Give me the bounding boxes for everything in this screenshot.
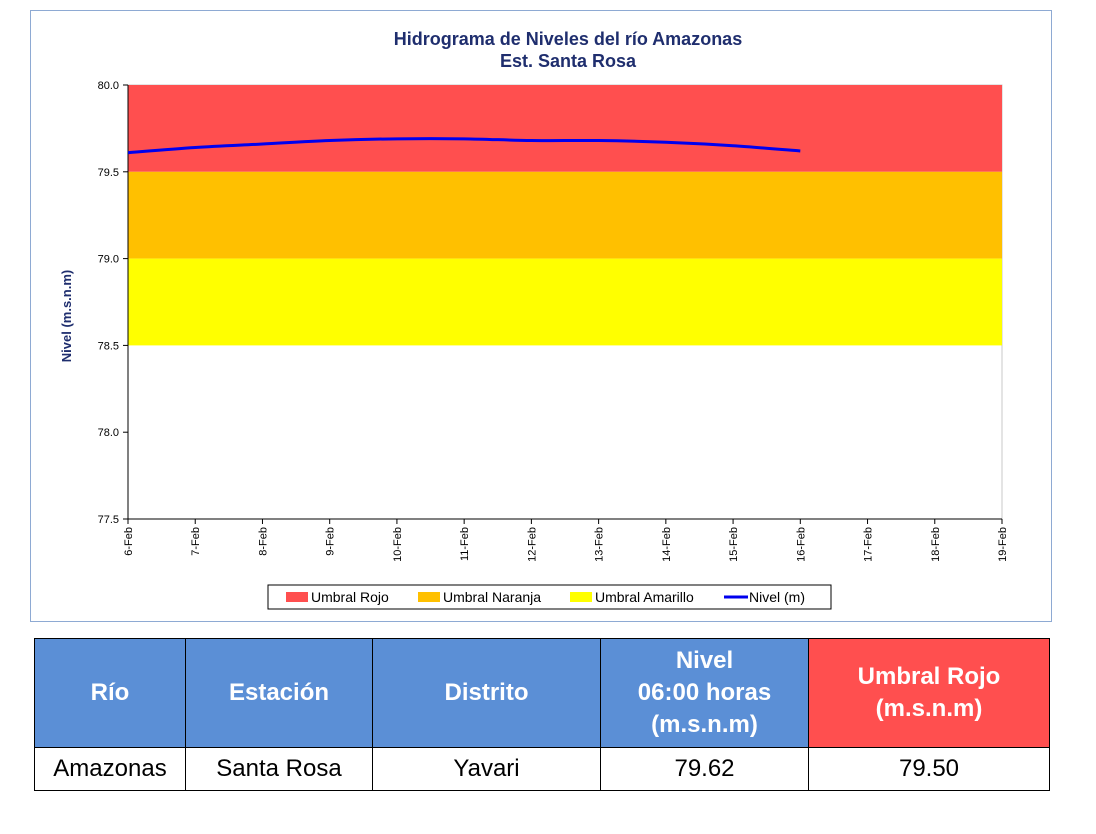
legend-label: Nivel (m) [749,589,805,605]
hydrograph-chart: Hidrograma de Niveles del río Amazonas E… [59,29,1009,610]
header-umbral-rojo: Umbral Rojo (m.s.n.m) [808,638,1050,748]
y-tick-label: 79.0 [98,254,119,266]
cell-umbral-rojo: 79.50 [808,747,1050,791]
x-tick-label: 7-Feb [190,527,202,556]
y-tick-label: 79.5 [98,167,119,179]
header-rio: Río [34,638,186,748]
x-tick-label: 15-Feb [728,527,740,562]
cell-distrito: Yavari [372,747,601,791]
chart-subtitle: Est. Santa Rosa [500,51,637,71]
series-line-nivel [127,137,801,155]
band-umbral-amarillo [128,258,1002,346]
header-nivel: Nivel 06:00 horas (m.s.n.m) [600,638,809,748]
legend-swatch [418,592,440,602]
band-umbral-naranja [128,171,1002,259]
cell-nivel: 79.62 [600,747,809,791]
legend-label: Umbral Naranja [443,589,541,605]
table-row: Amazonas Santa Rosa Yavari 79.62 79.50 [34,747,1050,791]
x-tick-label: 16-Feb [795,527,807,562]
x-tick-label: 10-Feb [392,527,404,562]
table-header-row: Río Estación Distrito Nivel 06:00 horas … [34,638,1050,748]
legend-swatch [286,592,308,602]
y-tick-label: 80.0 [98,80,119,92]
header-estacion: Estación [185,638,373,748]
cell-estacion: Santa Rosa [185,747,373,791]
y-tick-label: 78.0 [98,427,119,439]
y-tick-label: 78.5 [98,340,119,352]
x-tick-label: 6-Feb [123,527,135,556]
x-tick-label: 11-Feb [459,527,471,561]
x-tick-label: 8-Feb [257,527,269,556]
legend-swatch [570,592,592,602]
header-distrito: Distrito [372,638,601,748]
x-tick-label: 19-Feb [997,527,1009,562]
band-umbral-rojo [128,85,1002,172]
series-layer [127,137,801,155]
legend-label: Umbral Amarillo [595,589,694,605]
axes: 77.5 78.0 78.5 79.0 79.5 80.0 6-Feb 7-Feb 8-Feb 9… [98,80,1009,562]
chart-frame: Hidrograma de Niveles del río Amazonas E… [30,10,1052,622]
x-tick-label: 18-Feb [930,527,942,562]
cell-rio: Amazonas [34,747,186,791]
legend-label: Umbral Rojo [311,589,389,605]
y-axis-label: Nivel (m.s.n.m) [59,270,74,362]
x-tick-label: 9-Feb [325,527,337,556]
y-tick-label: 77.5 [98,514,119,526]
x-tick-label: 12-Feb [526,527,538,562]
x-tick-label: 13-Feb [594,527,606,562]
x-tick-label: 14-Feb [661,527,673,562]
chart-legend: Umbral Rojo Umbral Naranja Umbral Amarillo… [267,584,832,610]
x-tick-label: 17-Feb [863,527,875,562]
threshold-bands [127,84,1003,520]
chart-title: Hidrograma de Niveles del río Amazonas [394,29,742,49]
station-table: Río Estación Distrito Nivel 06:00 horas … [34,638,1050,791]
